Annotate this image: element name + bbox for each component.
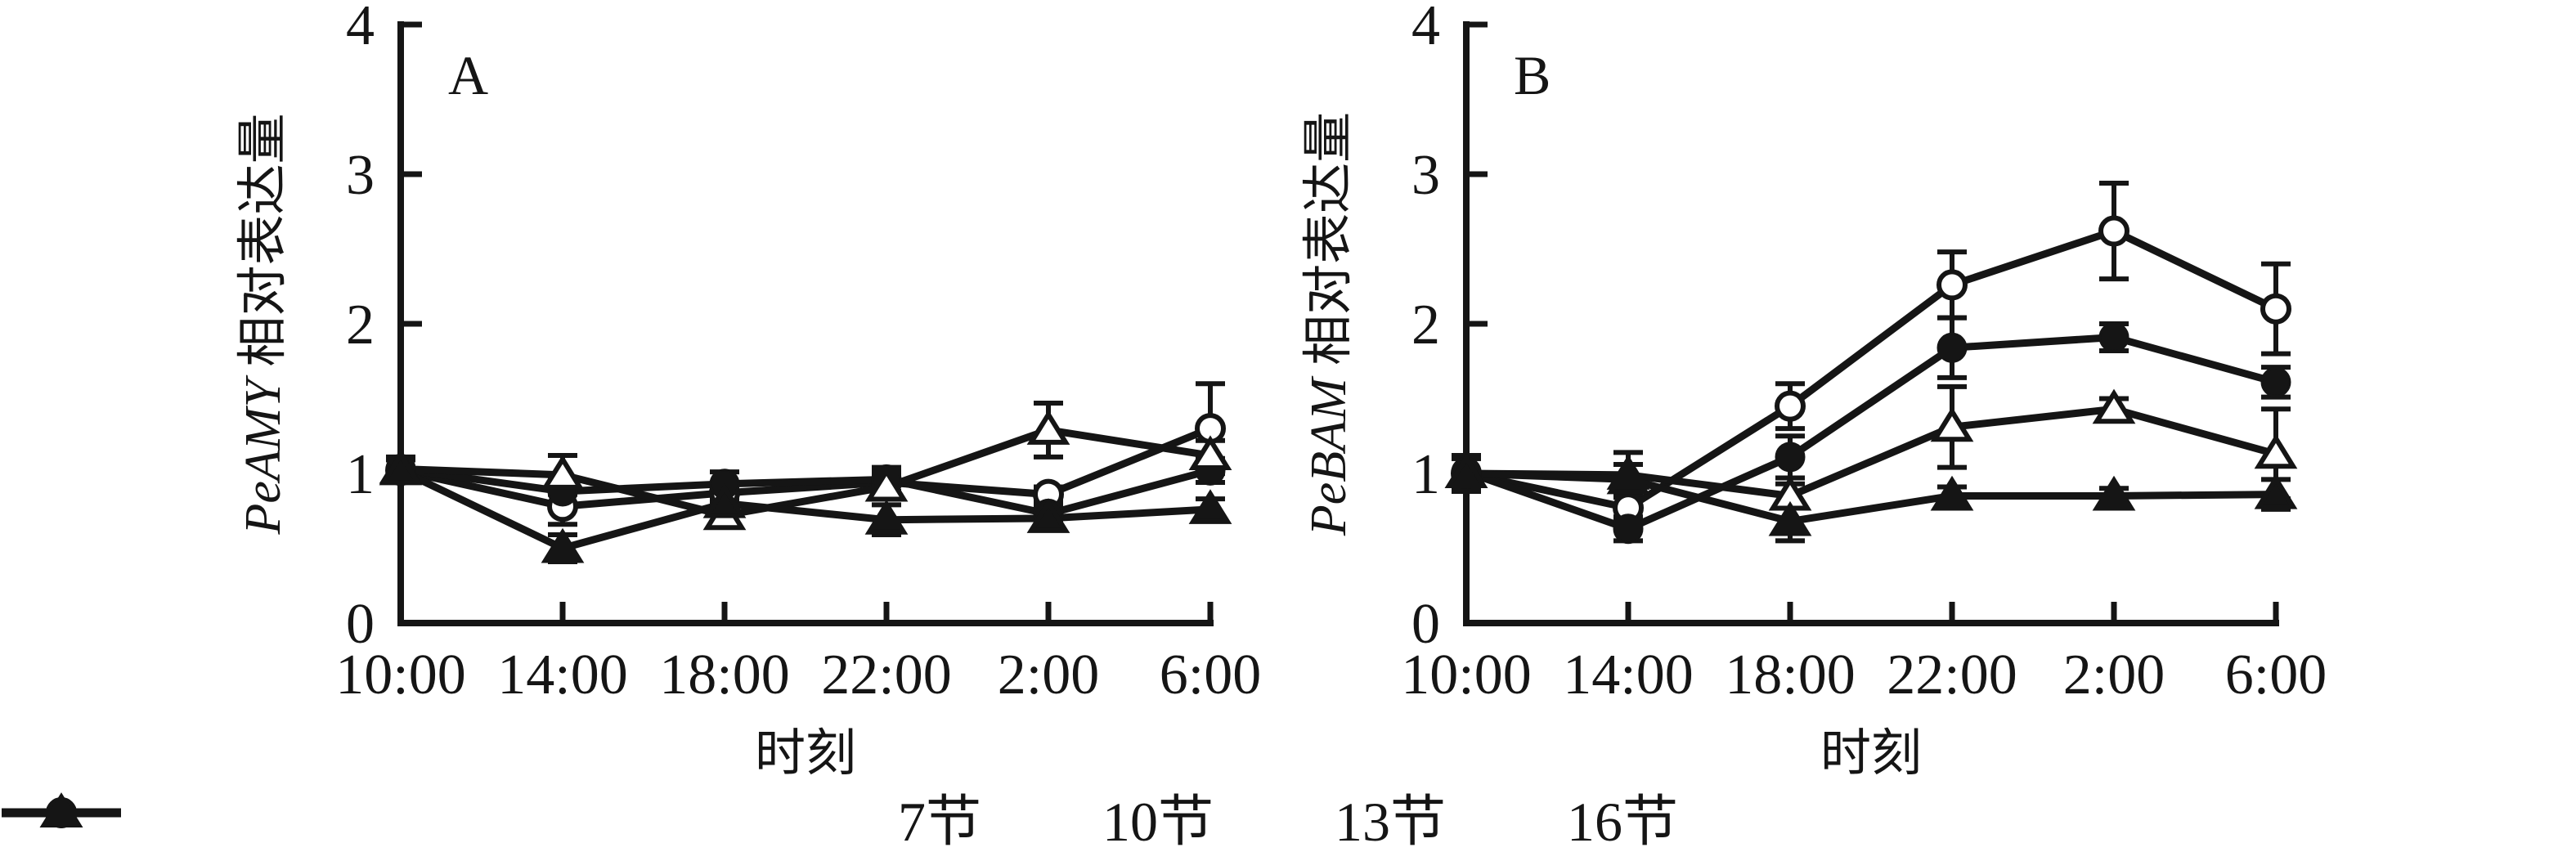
x-tick-label: 22:00 xyxy=(821,644,951,706)
y-tick-label: 0 xyxy=(346,593,375,656)
y-tick-label: 0 xyxy=(1411,593,1440,656)
series-line-1 xyxy=(397,465,1214,518)
series-markers-2 xyxy=(1444,388,2298,511)
y-tick-label: 4 xyxy=(346,0,375,57)
x-tick-label: 2:00 xyxy=(998,644,1099,706)
x-tick-label: 6:00 xyxy=(1160,644,1261,706)
x-tick-label: 10:00 xyxy=(335,644,465,706)
legend-label: 16节 xyxy=(1567,791,1679,853)
series-line-3 xyxy=(397,466,1214,552)
series-markers-3 xyxy=(379,450,1232,563)
series-markers-3 xyxy=(1444,453,2298,536)
series-line-1 xyxy=(1462,333,2280,533)
series-line-2 xyxy=(1462,405,2280,500)
x-tick-label: 10:00 xyxy=(1401,644,1531,706)
panel-letter: A xyxy=(448,44,488,106)
legend: 7节 10节 13节 16节 xyxy=(0,787,2576,857)
series-line-2 xyxy=(397,426,1214,519)
y-tick-label: 1 xyxy=(346,443,375,506)
x-axis-title: 时刻 xyxy=(1820,726,1922,782)
legend-item-16jie: 16节 xyxy=(2,791,1679,853)
x-tick-label: 14:00 xyxy=(497,644,627,706)
x-tick-label: 14:00 xyxy=(1563,644,1693,706)
x-tick-label: 18:00 xyxy=(659,644,789,706)
series-line-0 xyxy=(1462,227,2280,512)
y-axis-title: PeBAM 相对表达量 xyxy=(1301,112,1357,536)
legend-item-7jie: 7节 xyxy=(2,791,981,853)
x-tick-label: 6:00 xyxy=(2225,644,2327,706)
y-tick-label: 1 xyxy=(1411,443,1440,506)
y-tick-label: 2 xyxy=(346,294,375,357)
axis-lines xyxy=(1463,21,2279,626)
y-tick-label: 3 xyxy=(1411,144,1440,207)
x-tick-label: 2:00 xyxy=(2063,644,2165,706)
panel-letter: B xyxy=(1514,44,1551,106)
x-axis-title: 时刻 xyxy=(755,726,856,782)
legend-label: 13节 xyxy=(1335,791,1447,853)
y-tick-label: 3 xyxy=(346,144,375,207)
y-tick-label: 2 xyxy=(1411,294,1440,357)
legend-item-13jie: 13节 xyxy=(2,791,1447,853)
y-tick-label: 4 xyxy=(1411,0,1440,57)
axis-lines xyxy=(397,21,1214,626)
legend-marker-triangle-filled-icon xyxy=(2,792,121,827)
legend-label: 10节 xyxy=(1102,791,1214,853)
x-tick-label: 22:00 xyxy=(1887,644,2017,706)
panel-b: 0 1 2 3 4 10:00 14:00 18:00 22:00 2:00 6:00 B 时刻 PeBA… xyxy=(1301,0,2327,782)
y-axis-title: PeAMY 相对表达量 xyxy=(236,114,291,536)
series-line-0 xyxy=(397,424,1214,510)
panel-a: 0 1 2 3 4 10:00 14:00 18:00 22:00 2:00 6:00 A 时刻 PeAM… xyxy=(236,0,1261,782)
legend-item-10jie: 10节 xyxy=(2,791,1214,853)
series-line-3 xyxy=(1462,469,2280,526)
x-tick-label: 18:00 xyxy=(1725,644,1855,706)
legend-label: 7节 xyxy=(897,791,981,853)
